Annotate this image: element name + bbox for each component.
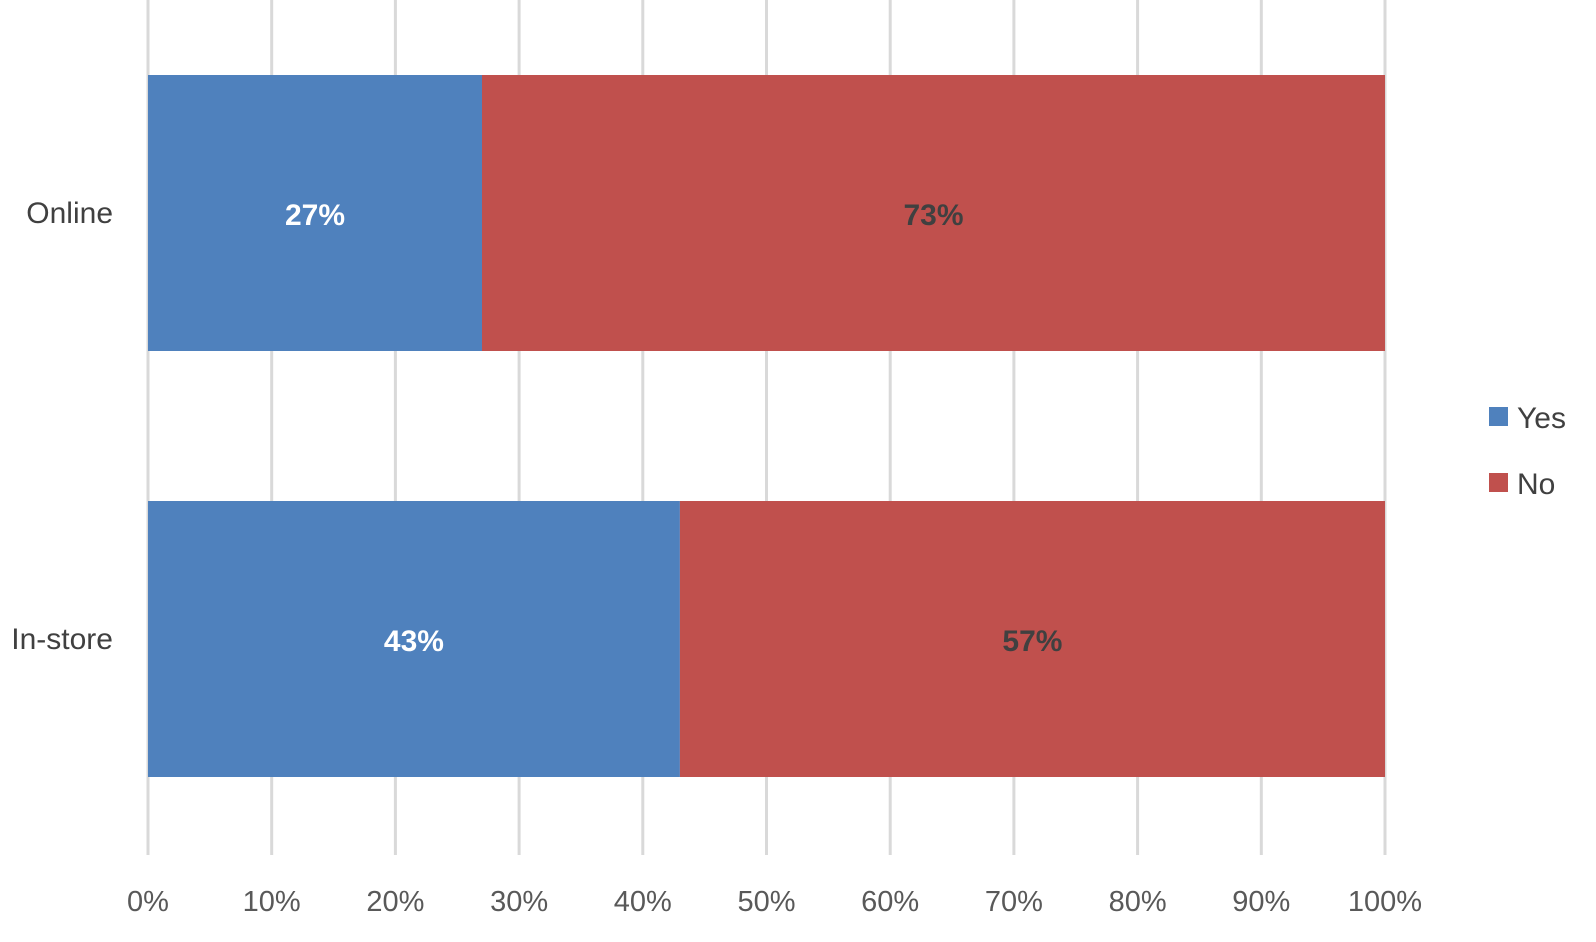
- legend: Yes No: [1489, 402, 1566, 501]
- value-axis: 0% 10% 20% 30% 40% 50% 60% 70% 80% 90% 100%: [127, 886, 1422, 918]
- category-axis: Online In-store: [11, 197, 113, 656]
- data-label-no-online: 73%: [903, 199, 963, 232]
- x-tick-label: 0%: [127, 886, 169, 918]
- data-label-no-in-store: 57%: [1002, 625, 1062, 658]
- x-tick-label: 100%: [1348, 886, 1422, 918]
- legend-label-yes: Yes: [1517, 402, 1566, 435]
- bar-yes-in-store: [148, 501, 680, 777]
- x-tick-label: 50%: [737, 886, 795, 918]
- bar-yes-online: [148, 75, 482, 351]
- data-labels: 27% 73% 43% 57%: [285, 199, 1063, 658]
- legend-swatch-no: [1489, 473, 1508, 492]
- data-label-yes-online: 27%: [285, 199, 345, 232]
- x-tick-label: 30%: [490, 886, 548, 918]
- x-tick-label: 40%: [614, 886, 672, 918]
- legend-swatch-yes: [1489, 407, 1508, 426]
- bars: [148, 75, 1385, 777]
- x-tick-label: 60%: [861, 886, 919, 918]
- x-tick-label: 10%: [243, 886, 301, 918]
- bar-no-in-store: [679, 501, 1385, 777]
- category-label-in-store: In-store: [11, 623, 113, 656]
- x-tick-label: 90%: [1232, 886, 1290, 918]
- legend-label-no: No: [1517, 468, 1555, 501]
- data-label-yes-in-store: 43%: [384, 625, 444, 658]
- x-tick-label: 20%: [366, 886, 424, 918]
- bar-no-online: [481, 75, 1385, 351]
- category-label-online: Online: [26, 197, 113, 230]
- x-tick-label: 80%: [1109, 886, 1167, 918]
- x-tick-label: 70%: [985, 886, 1043, 918]
